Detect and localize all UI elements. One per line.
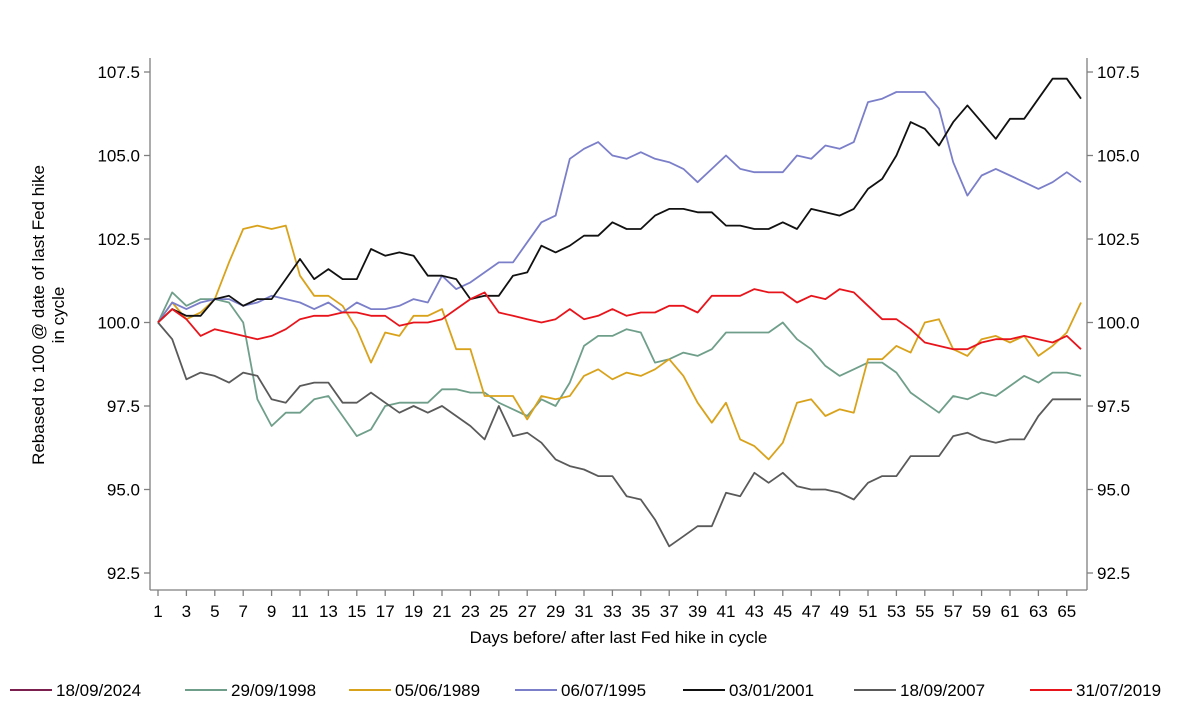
x-tick-label: 11: [291, 602, 309, 621]
x-tick-label: 1: [153, 602, 162, 621]
x-tick-label: 13: [319, 602, 338, 621]
x-tick-label: 29: [546, 602, 565, 621]
x-tick-label: 43: [745, 602, 764, 621]
series-lines: [157, 77, 1082, 548]
x-tick-label: 53: [887, 602, 906, 621]
x-tick-label: 35: [631, 602, 650, 621]
right-y-axis: 92.5 95.0 97.5 100.0 102.5 105.0 107.5: [1087, 63, 1140, 583]
series-line-29-09-1998: [157, 291, 1082, 437]
legend-label: 18/09/2007: [900, 681, 985, 700]
x-tick-label: 39: [688, 602, 707, 621]
series-line-06-07-1995: [157, 91, 1082, 324]
y-tick-label-right: 92.5: [1097, 564, 1130, 583]
x-tick-label: 47: [802, 602, 821, 621]
x-tick-label: 3: [182, 602, 191, 621]
x-tick-label: 33: [603, 602, 622, 621]
y-tick-label-right: 95.0: [1097, 481, 1130, 500]
series-line-18-09-2007: [157, 321, 1081, 548]
plot-frame: [149, 58, 1088, 591]
y-tick-label: 97.5: [107, 397, 140, 416]
y-tick-label: 102.5: [97, 230, 140, 249]
legend-label: 03/01/2001: [729, 681, 814, 700]
x-tick-label: 49: [830, 602, 849, 621]
legend-label: 06/07/1995: [561, 681, 646, 700]
y-tick-label: 100.0: [97, 314, 140, 333]
legend-label: 31/07/2019: [1076, 681, 1161, 700]
x-tick-label: 17: [376, 602, 395, 621]
y-tick-label-right: 102.5: [1097, 230, 1140, 249]
y-tick-label: 92.5: [107, 564, 140, 583]
x-tick-label: 65: [1057, 602, 1076, 621]
x-tick-label: 45: [773, 602, 792, 621]
x-tick-label: 19: [404, 602, 423, 621]
series-line-03-01-2001: [157, 77, 1082, 324]
left-y-axis: 92.5 95.0 97.5 100.0 102.5 105.0 107.5: [97, 63, 150, 583]
x-tick-label: 25: [489, 602, 508, 621]
y-tick-label: 107.5: [97, 63, 140, 82]
x-tick-label: 31: [575, 602, 594, 621]
y-axis-title-line: Rebased to 100 @ date of last Fed hike: [29, 165, 48, 465]
x-tick-label: 37: [660, 602, 679, 621]
x-tick-label: 23: [461, 602, 480, 621]
y-tick-label-right: 105.0: [1097, 147, 1140, 166]
legend-label: 29/09/1998: [231, 681, 316, 700]
x-tick-label: 61: [1001, 602, 1020, 621]
x-tick-label: 59: [972, 602, 991, 621]
legend-label: 18/09/2024: [56, 681, 141, 700]
x-tick-label: 15: [347, 602, 366, 621]
x-tick-label: 51: [859, 602, 878, 621]
x-tick-label: 7: [238, 602, 247, 621]
y-axis-title-line: in cycle: [49, 287, 68, 344]
series-line-31-07-2019: [157, 288, 1082, 351]
x-tick-label: 63: [1029, 602, 1048, 621]
y-tick-label-right: 107.5: [1097, 63, 1140, 82]
y-tick-label-right: 100.0: [1097, 314, 1140, 333]
y-axis-title: Rebased to 100 @ date of last Fed hike in…: [29, 165, 68, 465]
legend: 18/09/2024 29/09/1998 05/06/1989 06/07/1995…: [10, 681, 1161, 700]
y-tick-label-right: 97.5: [1097, 397, 1130, 416]
legend-label: 05/06/1989: [395, 681, 480, 700]
x-tick-label: 5: [210, 602, 219, 621]
x-tick-label: 21: [433, 602, 452, 621]
x-axis-title: Days before/ after last Fed hike in cycl…: [470, 628, 768, 647]
series-line-05-06-1989: [157, 224, 1082, 461]
x-axis: 1 3 5 7 9 11 13 15 17 19 21 23 25 27 29 31 33 35 37 39 41 43 4…: [153, 590, 1076, 621]
x-tick-label: 41: [717, 602, 736, 621]
x-tick-label: 27: [518, 602, 537, 621]
x-tick-label: 9: [267, 602, 276, 621]
x-tick-label: 55: [915, 602, 934, 621]
x-tick-label: 57: [944, 602, 963, 621]
y-tick-label: 95.0: [107, 481, 140, 500]
y-tick-label: 105.0: [97, 147, 140, 166]
